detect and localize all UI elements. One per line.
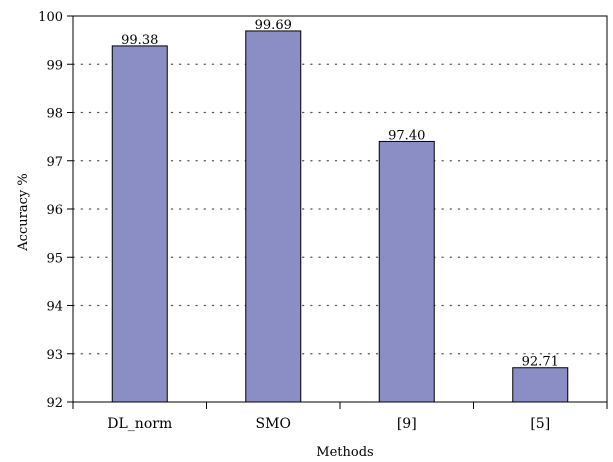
x-tick-label-[9]: [9] <box>397 416 417 432</box>
bar-DL_norm <box>111 45 168 403</box>
y-tick-label-95: 95 <box>46 251 63 266</box>
data-label-[9]: 97.40 <box>388 128 425 143</box>
y-axis-label: Accuracy % <box>16 173 31 251</box>
bar-SMO <box>245 30 302 403</box>
bar-[5] <box>512 367 569 403</box>
bar-[9] <box>378 140 435 403</box>
x-axis-label: Methods <box>316 445 373 460</box>
y-tick-label-99: 99 <box>46 58 63 73</box>
y-tick-label-98: 98 <box>46 107 63 122</box>
x-tick-label-[5]: [5] <box>530 416 550 432</box>
x-tick-label-SMO: SMO <box>256 416 291 432</box>
y-tick-label-94: 94 <box>46 300 63 315</box>
y-tick-label-100: 100 <box>38 10 63 25</box>
y-tick-label-93: 93 <box>46 348 63 363</box>
data-label-[5]: 92.71 <box>522 355 559 370</box>
labels: 99.38 99.69 97.40 92.71 92 93 94 95 96 97 98 99 100 D… <box>38 10 559 432</box>
x-tick-label-DL_norm: DL_norm <box>107 416 172 432</box>
data-label-DL_norm: 99.38 <box>121 33 158 48</box>
data-label-SMO: 99.69 <box>255 18 292 33</box>
axes <box>67 15 608 409</box>
y-tick-label-96: 96 <box>46 203 63 218</box>
y-tick-label-97: 97 <box>46 155 63 170</box>
bars <box>111 30 569 403</box>
y-tick-label-92: 92 <box>46 396 63 411</box>
